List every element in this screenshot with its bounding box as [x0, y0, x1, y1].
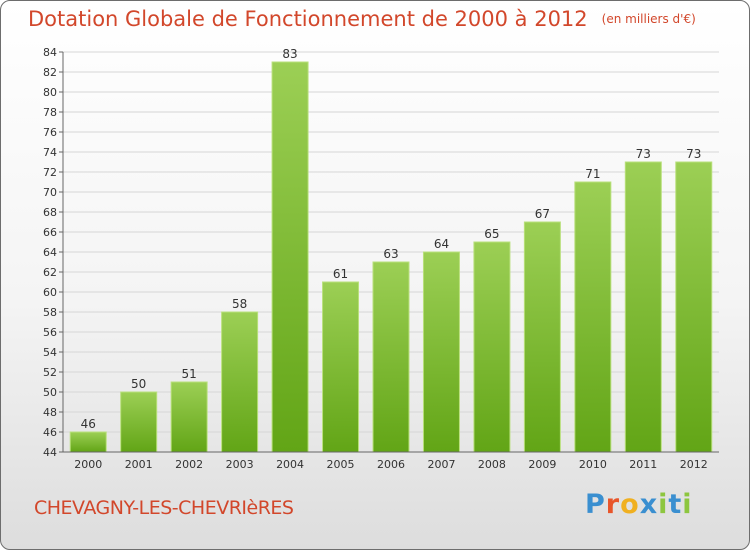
bar-2009 — [523, 221, 561, 453]
logo-letter: i — [682, 489, 693, 520]
x-tick-label: 2012 — [680, 458, 708, 471]
y-tick-label: 46 — [43, 426, 57, 439]
commune-name: CHEVAGNY-LES-CHEVRIèRES — [34, 497, 294, 519]
y-tick-label: 44 — [43, 446, 57, 459]
data-label: 63 — [383, 247, 398, 261]
bar-2006 — [372, 261, 410, 453]
data-label: 73 — [686, 147, 701, 161]
logo-letter: x — [639, 489, 659, 520]
x-tick-label: 2009 — [528, 458, 556, 471]
x-tick-label: 2011 — [629, 458, 657, 471]
x-tick-label: 2003 — [226, 458, 254, 471]
y-tick-label: 78 — [43, 106, 57, 119]
x-tick-label: 2004 — [276, 458, 304, 471]
chart-title: Dotation Globale de Fonctionnement de 20… — [28, 7, 696, 31]
x-tick-label: 2001 — [125, 458, 153, 471]
y-tick-label: 64 — [43, 246, 57, 259]
y-tick-label: 60 — [43, 286, 57, 299]
x-tick-label: 2007 — [427, 458, 455, 471]
bar-2012 — [675, 161, 713, 453]
y-axis: 44 46 48 50 52 54 56 58 60 62 64 66 68 70 72 74 76 78 80 82… — [43, 46, 64, 459]
data-label: 65 — [484, 227, 499, 241]
y-tick-label: 76 — [43, 126, 57, 139]
bar-2002 — [170, 381, 208, 453]
x-tick-label: 2006 — [377, 458, 405, 471]
x-tick-label: 2002 — [175, 458, 203, 471]
data-labels: 46 50 51 58 83 61 63 64 65 67 71 73 73 — [81, 47, 702, 431]
logo-letter: t — [668, 489, 683, 520]
data-label: 73 — [636, 147, 651, 161]
title-unit: (en milliers d'€) — [601, 12, 696, 26]
x-axis: 2000 2001 2002 2003 2004 2005 2006 2007 2008 2009… — [63, 451, 719, 471]
data-label: 50 — [131, 377, 146, 391]
y-tick-label: 50 — [43, 386, 57, 399]
y-tick-label: 84 — [43, 46, 57, 59]
logo-letter: P — [585, 489, 606, 520]
x-tick-label: 2008 — [478, 458, 506, 471]
title-text: Dotation Globale de Fonctionnement de 20… — [28, 7, 588, 31]
data-label: 83 — [282, 47, 297, 61]
y-tick-label: 74 — [43, 146, 57, 159]
y-tick-label: 56 — [43, 326, 57, 339]
y-tick-label: 58 — [43, 306, 57, 319]
bar-2010 — [574, 181, 612, 453]
y-tick-label: 48 — [43, 406, 57, 419]
y-tick-label: 68 — [43, 206, 57, 219]
y-tick-label: 52 — [43, 366, 57, 379]
x-tick-label: 2005 — [327, 458, 355, 471]
logo-letter: i — [658, 489, 669, 520]
proxiti-logo[interactable]: Proxiti — [585, 489, 693, 520]
data-label: 46 — [81, 417, 96, 431]
bar-2007 — [422, 251, 460, 453]
logo-letter: r — [605, 489, 621, 520]
bar-2005 — [322, 281, 360, 453]
logo-letter: o — [620, 489, 640, 520]
data-label: 51 — [182, 367, 197, 381]
bar-2004 — [271, 61, 309, 453]
y-tick-label: 66 — [43, 226, 57, 239]
bar-2003 — [221, 311, 259, 453]
data-label: 64 — [434, 237, 449, 251]
y-tick-label: 80 — [43, 86, 57, 99]
data-label: 71 — [585, 167, 600, 181]
bar-2008 — [473, 241, 511, 453]
y-tick-label: 62 — [43, 266, 57, 279]
data-label: 58 — [232, 297, 247, 311]
bar-2011 — [624, 161, 662, 453]
bar-2000 — [69, 431, 107, 453]
y-tick-label: 72 — [43, 166, 57, 179]
bars — [69, 61, 713, 453]
data-label: 61 — [333, 267, 348, 281]
y-tick-label: 54 — [43, 346, 57, 359]
data-label: 67 — [535, 207, 550, 221]
y-tick-label: 70 — [43, 186, 57, 199]
x-tick-label: 2010 — [579, 458, 607, 471]
bar-2001 — [120, 391, 158, 453]
y-tick-label: 82 — [43, 66, 57, 79]
x-tick-label: 2000 — [74, 458, 102, 471]
